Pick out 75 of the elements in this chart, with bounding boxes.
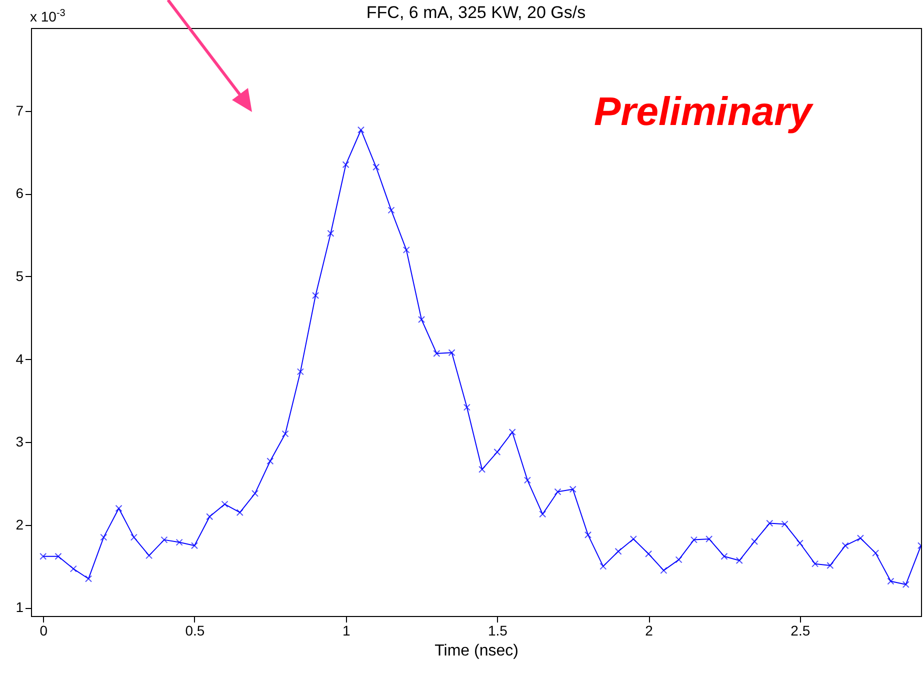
point xyxy=(418,316,426,324)
annotation: Preliminary xyxy=(594,90,812,135)
point xyxy=(842,542,849,550)
point xyxy=(372,164,380,171)
point xyxy=(266,458,274,465)
point xyxy=(130,534,138,541)
point xyxy=(494,448,501,456)
point xyxy=(569,486,576,493)
point xyxy=(160,536,168,544)
point xyxy=(872,550,880,557)
x-tick-label: 2 xyxy=(645,622,654,638)
point xyxy=(402,246,410,254)
x-tick-label: 0 xyxy=(40,622,48,638)
point xyxy=(327,230,334,237)
point xyxy=(751,538,758,545)
point xyxy=(584,531,592,538)
point xyxy=(706,535,713,542)
point xyxy=(115,504,122,512)
point xyxy=(766,520,774,527)
point xyxy=(221,500,228,508)
x-axis-title: Time (nsec) xyxy=(434,642,518,660)
x-tick-label: 0.5 xyxy=(185,622,205,638)
point xyxy=(675,556,682,564)
point xyxy=(478,466,486,473)
y-tick-label: 7 xyxy=(16,102,24,118)
point xyxy=(463,404,470,411)
point xyxy=(539,510,546,518)
point xyxy=(645,550,652,558)
point xyxy=(236,508,244,516)
y-tick-label: 5 xyxy=(16,268,24,284)
point xyxy=(146,552,153,560)
point xyxy=(296,368,304,376)
point xyxy=(282,430,289,438)
y-tick-label: 1 xyxy=(16,599,24,616)
point xyxy=(902,581,910,588)
point xyxy=(100,534,108,541)
point xyxy=(85,575,92,582)
x-tick-label: 1 xyxy=(342,622,350,638)
point xyxy=(660,566,668,574)
point xyxy=(433,350,440,357)
point xyxy=(252,490,259,497)
point xyxy=(812,560,819,568)
text: x 10$^{-3}$ xyxy=(30,8,66,25)
point xyxy=(357,126,364,134)
point xyxy=(40,552,47,560)
y-tick-label: 3 xyxy=(16,434,24,450)
point xyxy=(826,562,834,569)
point xyxy=(614,548,622,555)
point xyxy=(508,428,516,436)
point xyxy=(600,562,607,570)
point xyxy=(190,542,198,550)
point xyxy=(781,520,788,528)
y-tick-label: 2 xyxy=(16,516,24,532)
point xyxy=(388,206,395,214)
point xyxy=(312,292,320,299)
point xyxy=(887,578,894,585)
chart-title: FFC, 6 mA, 325 KW, 20 Gs/s xyxy=(366,3,586,22)
point xyxy=(448,349,456,356)
point xyxy=(856,534,864,542)
point xyxy=(524,476,531,484)
point xyxy=(720,552,728,560)
x-tick-label: 2.5 xyxy=(790,622,810,638)
y-tick-label: 6 xyxy=(16,185,24,202)
x-tick-label: 1.5 xyxy=(488,622,508,638)
point xyxy=(630,535,637,542)
point xyxy=(796,540,804,547)
point xyxy=(736,557,743,564)
point xyxy=(690,536,698,544)
y-tick-label: 4 xyxy=(16,350,24,367)
point xyxy=(54,552,62,560)
point xyxy=(342,161,350,168)
point xyxy=(70,565,77,572)
point xyxy=(176,538,183,546)
point xyxy=(554,488,562,496)
point xyxy=(206,513,214,520)
